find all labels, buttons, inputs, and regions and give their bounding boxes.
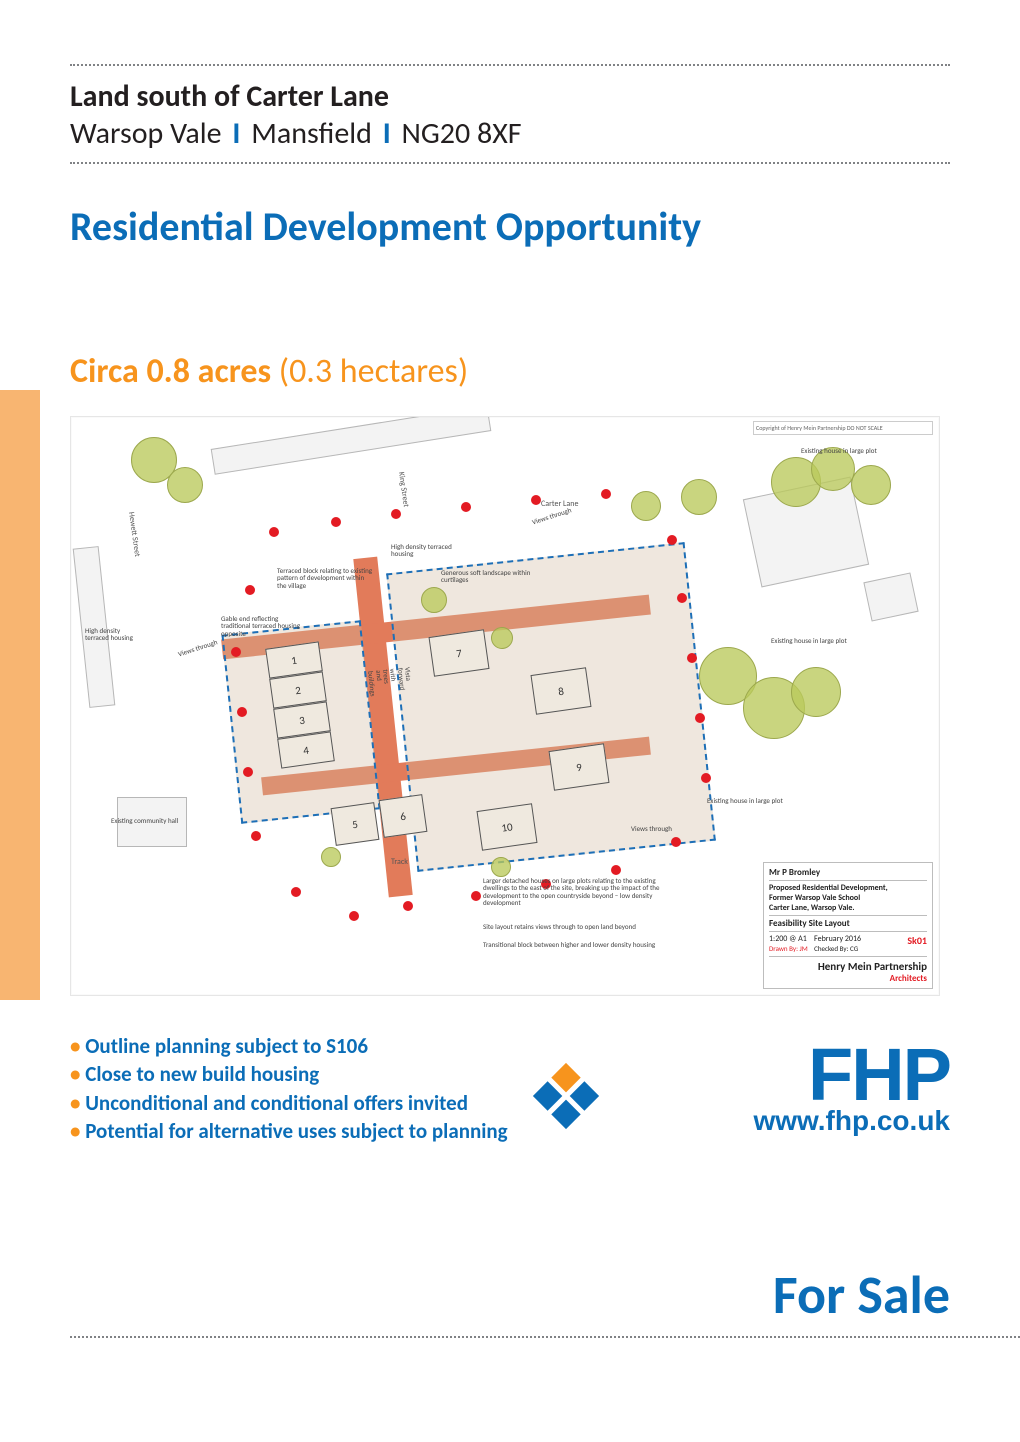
boundary-dot xyxy=(269,527,279,537)
address-block: Land south of Carter Lane Warsop Vale I … xyxy=(70,70,950,158)
boundary-dot xyxy=(611,865,621,875)
area-hectares: (0.3 hectares) xyxy=(279,351,468,392)
boundary-dot xyxy=(243,767,253,777)
fhp-logo-block: FHP www.fhp.co.uk xyxy=(620,1042,950,1137)
feature-bullets: Outline planning subject to S106 Close t… xyxy=(70,1032,550,1145)
label-high-density-left: High density terraced housing xyxy=(85,627,141,642)
label-transitional-block: Transitional block between higher and lo… xyxy=(483,941,683,948)
label-existing-house-top: Existing house in large plot xyxy=(801,447,891,454)
plot-5: 5 xyxy=(331,802,380,846)
label-existing-house-right2: Existing house in large plot xyxy=(771,637,861,644)
boundary-dot xyxy=(471,891,481,901)
boundary-dot xyxy=(695,713,705,723)
address-separator-2: I xyxy=(379,115,395,152)
label-generous-landscape: Generous soft landscape within curtilage… xyxy=(441,569,541,584)
boundary-dot xyxy=(601,489,611,499)
boundary-dot xyxy=(461,502,471,512)
tb-date: February 2016 xyxy=(814,934,861,944)
tree-icon xyxy=(491,627,513,649)
label-terraced-block: Terraced block relating to existing patt… xyxy=(277,567,373,589)
plan-copyright: Copyright of Henry Mein Partnership DO N… xyxy=(753,421,933,435)
street-hewett-street: Hewett Street xyxy=(126,511,142,557)
bullet-item: Unconditional and conditional offers inv… xyxy=(70,1089,550,1117)
label-larger-detached: Larger detached houses on large plots re… xyxy=(483,877,663,906)
divider-top xyxy=(70,64,950,66)
street-track: Track xyxy=(391,857,408,867)
boundary-dot xyxy=(701,773,711,783)
boundary-dot xyxy=(687,653,697,663)
tree-icon xyxy=(421,587,447,613)
bldg-outline xyxy=(863,572,918,621)
label-site-layout-retains: Site layout retains views through to ope… xyxy=(483,923,663,930)
tree-icon xyxy=(491,857,511,877)
label-views-through-e: Views through xyxy=(631,825,681,832)
tb-scale: 1:200 @ A1 xyxy=(769,934,807,944)
area-acres: Circa 0.8 acres xyxy=(70,351,271,392)
bldg-outline xyxy=(211,416,492,475)
label-existing-house-right: Existing house in large plot xyxy=(707,797,797,804)
bullet-item: Outline planning subject to S106 xyxy=(70,1032,550,1060)
street-king-street: King Street xyxy=(396,471,411,507)
boundary-dot xyxy=(237,707,247,717)
plot-9: 9 xyxy=(548,743,609,790)
address-locality-1: Warsop Vale xyxy=(70,115,222,152)
side-tab xyxy=(0,390,40,1000)
tb-client: Mr P Bromley xyxy=(769,867,927,878)
plot-7: 7 xyxy=(428,629,489,676)
label-high-density-top: High density terraced housing xyxy=(391,543,461,558)
label-existing-hall: Existing community hall xyxy=(111,817,191,824)
tree-icon xyxy=(631,491,661,521)
address-separator-1: I xyxy=(228,115,244,152)
boundary-dot xyxy=(403,901,413,911)
boundary-dot xyxy=(531,495,541,505)
fhp-url: www.fhp.co.uk xyxy=(620,1105,950,1137)
tb-architect: Henry Mein Partnership Architects xyxy=(769,956,927,984)
tree-icon xyxy=(681,479,717,515)
label-gable-reflecting: Gable end reflecting traditional terrace… xyxy=(221,615,301,637)
tb-project-l1: Proposed Residential Development, xyxy=(769,883,927,893)
tb-project-l3: Carter Lane, Warsop Vale. xyxy=(769,903,927,913)
address-locality-2: Mansfield xyxy=(251,115,372,152)
tree-icon xyxy=(167,467,203,503)
tb-ref: Sk01 xyxy=(907,934,927,947)
plan-title-block: Mr P Bromley Proposed Residential Develo… xyxy=(763,862,933,989)
boundary-dot xyxy=(391,509,401,519)
tb-drawn: Drawn By: JM xyxy=(769,944,808,953)
address-line1: Land south of Carter Lane xyxy=(70,78,950,115)
address-line2: Warsop Vale I Mansfield I NG20 8XF xyxy=(70,115,950,152)
tb-architect-sub: Architects xyxy=(769,973,927,984)
tree-icon xyxy=(321,847,341,867)
boundary-dot xyxy=(291,887,301,897)
area-line: Circa 0.8 acres (0.3 hectares) xyxy=(70,351,950,392)
tb-project-l2: Former Warsop Vale School xyxy=(769,893,927,903)
boundary-dot xyxy=(671,837,681,847)
boundary-dot xyxy=(245,585,255,595)
tree-icon xyxy=(791,667,841,717)
address-postcode: NG20 8XF xyxy=(402,115,522,152)
tree-icon xyxy=(851,465,891,505)
bullet-item: Close to new build housing xyxy=(70,1060,550,1088)
boundary-dot xyxy=(331,517,341,527)
headline: Residential Development Opportunity xyxy=(70,202,950,251)
boundary-dot xyxy=(667,535,677,545)
tb-checked: Checked By: CG xyxy=(814,944,858,953)
divider-bottom xyxy=(70,1336,1020,1338)
status-for-sale: For Sale xyxy=(773,1262,950,1328)
bullet-item: Potential for alternative uses subject t… xyxy=(70,1117,550,1145)
fhp-logo-text: FHP xyxy=(620,1042,950,1109)
boundary-dot xyxy=(677,593,687,603)
tb-title: Feasibility Site Layout xyxy=(769,915,927,929)
divider-mid xyxy=(70,162,950,164)
label-views-through-w: Views through xyxy=(177,635,227,657)
boundary-dot xyxy=(231,647,241,657)
site-plan: Copyright of Henry Mein Partnership DO N… xyxy=(70,416,940,996)
plot-10: 10 xyxy=(476,803,537,850)
plot-6: 6 xyxy=(379,794,428,838)
tb-architect-name: Henry Mein Partnership xyxy=(818,960,927,973)
boundary-dot xyxy=(251,831,261,841)
fhp-diamond-icon xyxy=(520,1050,612,1142)
boundary-dot xyxy=(349,911,359,921)
plot-8: 8 xyxy=(530,667,591,714)
